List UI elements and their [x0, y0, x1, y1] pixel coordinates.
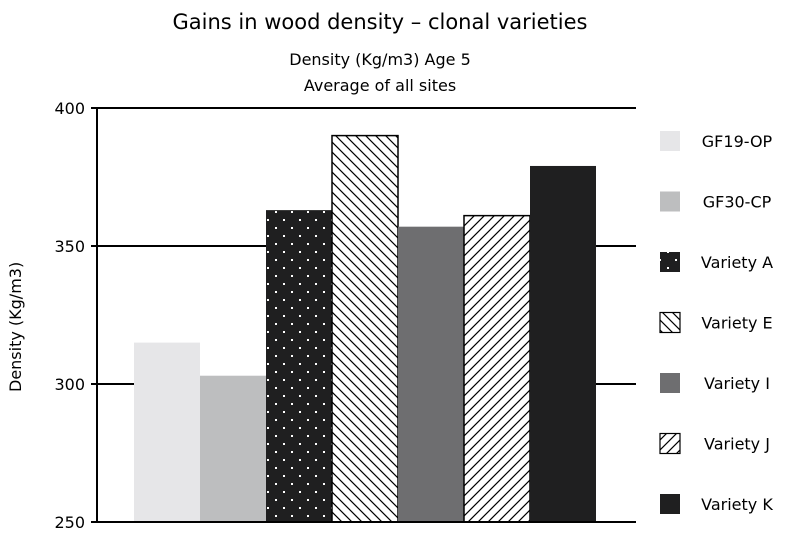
legend-swatch-variety-i: [660, 373, 680, 393]
bar-variety-k: [530, 165, 596, 522]
bar-variety-i: [398, 226, 464, 522]
legend-swatch-variety-e: [659, 311, 681, 334]
legend-swatch-variety-j: [659, 432, 681, 455]
legend-label-variety-i: Variety I: [704, 374, 770, 393]
legend-label-variety-a: Variety A: [701, 253, 773, 272]
chart-subtitle-line-1: Density (Kg/m3) Age 5: [289, 50, 471, 69]
legend-swatch-gf19-op: [660, 131, 680, 151]
chart-title: Gains in wood density – clonal varieties: [172, 10, 588, 34]
y-tick-label-350: 350: [54, 237, 85, 256]
legend-label-gf19-op: GF19-OP: [702, 132, 773, 151]
legend-label-variety-j: Variety J: [704, 435, 770, 454]
y-tick-label-250: 250: [54, 513, 85, 532]
legend-swatch-variety-k: [660, 494, 680, 514]
legend-label-gf30-cp: GF30-CP: [703, 193, 772, 212]
y-tick-label-400: 400: [54, 99, 85, 118]
y-tick-label-300: 300: [54, 375, 85, 394]
bar-variety-j: [463, 214, 531, 523]
legend-label-variety-e: Variety E: [701, 314, 772, 333]
bar-variety-e: [331, 134, 399, 523]
legend-swatch-variety-a: [660, 252, 680, 272]
bar-gf30-cp: [200, 375, 266, 522]
chart-subtitle-line-2: Average of all sites: [303, 76, 457, 95]
legend-swatch-gf30-cp: [660, 191, 680, 212]
bar-variety-a: [266, 210, 332, 522]
bar-gf19-op: [134, 342, 200, 522]
legend-label-variety-k: Variety K: [701, 495, 773, 514]
